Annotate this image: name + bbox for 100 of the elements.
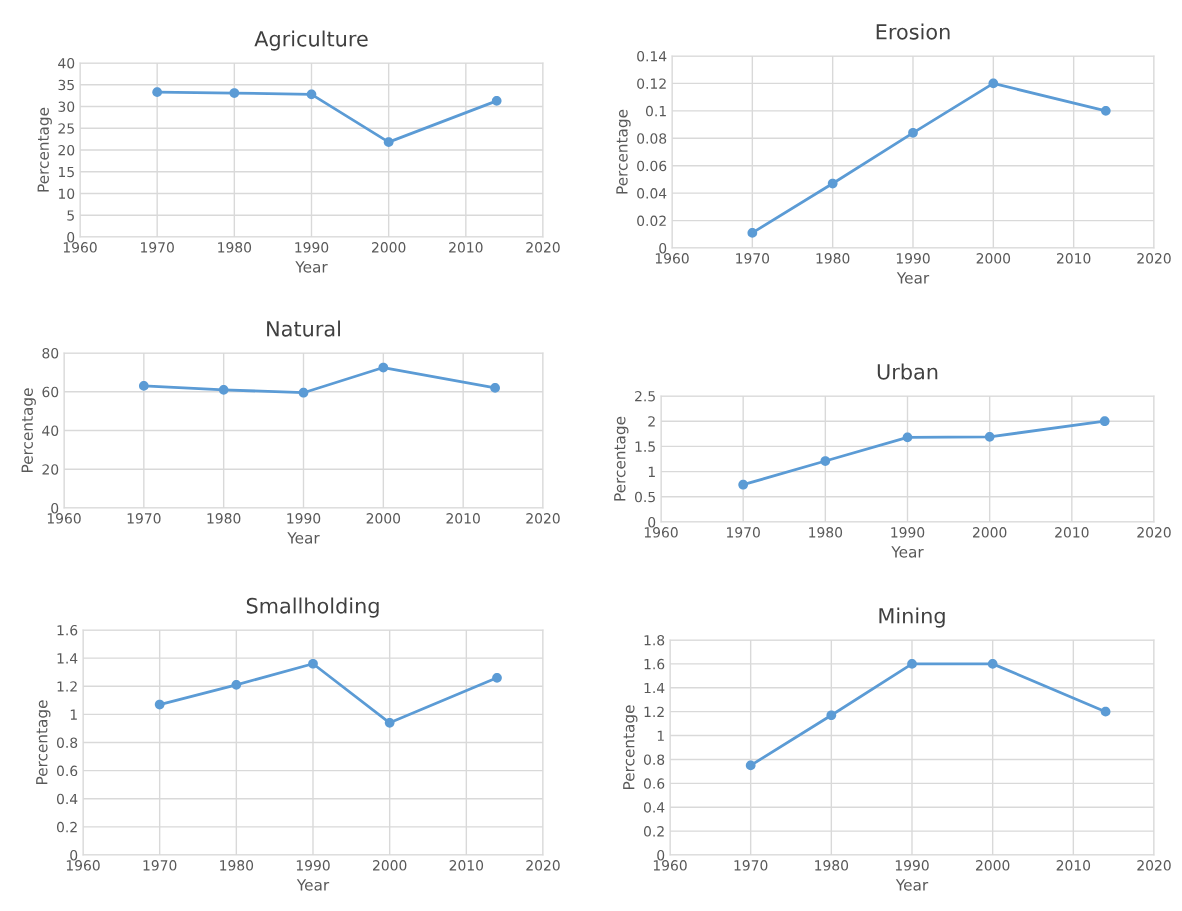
y-tick-label: 30 [58, 101, 75, 112]
y-axis-title: Percentage [616, 109, 631, 194]
y-tick-label: 1.2 [644, 706, 664, 717]
y-tick-label: 1.8 [644, 634, 665, 646]
y-tick-label: 0 [648, 516, 656, 528]
x-tick-label: 2010 [446, 513, 480, 524]
chart-title: Mining [879, 607, 945, 628]
y-tick-label: 1.6 [57, 624, 78, 636]
y-tick-label: 0.06 [637, 160, 667, 172]
x-axis-title: Year [295, 261, 328, 273]
y-tick-label: 0 [67, 231, 75, 243]
y-tick-label: 0.1 [645, 105, 666, 117]
y-tick-label: 0.12 [637, 78, 666, 89]
y-tick-label: 40 [42, 425, 59, 436]
y-tick-label: 1.5 [635, 441, 655, 452]
y-axis-title: Percentage [21, 388, 36, 472]
x-tick-label: 1980 [220, 860, 254, 871]
point [298, 387, 309, 398]
y-tick-label: 0.6 [56, 765, 78, 777]
y-tick-label: 0 [657, 849, 665, 861]
y-tick-label: 0.6 [643, 778, 665, 789]
x-tick-label: 2000 [372, 242, 406, 253]
y-tick-label: 0.4 [56, 793, 78, 805]
point [218, 384, 229, 395]
point [154, 699, 165, 710]
x-tick-label: 2010 [1056, 860, 1091, 871]
y-tick-label: 2.5 [635, 390, 655, 402]
point [907, 659, 917, 669]
y-tick-label: 0.2 [56, 821, 77, 833]
x-tick-label: 2000 [373, 860, 407, 871]
x-tick-label: 1970 [127, 513, 161, 524]
x-tick-label: 1990 [891, 527, 925, 538]
y-tick-label: 0.14 [637, 50, 667, 62]
x-axis-title: Year [896, 272, 930, 284]
x-tick-label: 1960 [655, 253, 689, 264]
y-tick-label: 20 [42, 464, 59, 475]
y-tick-label: 0 [659, 242, 667, 254]
x-tick-label: 1980 [809, 527, 843, 538]
y-tick-label: 0.08 [637, 133, 667, 144]
y-tick-label: 5 [67, 210, 74, 221]
x-tick-label: 2000 [976, 860, 1010, 871]
x-tick-label: 2010 [1055, 527, 1089, 538]
x-tick-label: 2010 [1057, 253, 1091, 264]
point [384, 717, 395, 728]
x-tick-label: 2020 [1137, 527, 1171, 538]
y-tick-label: 0 [51, 502, 59, 514]
point [1100, 706, 1111, 717]
chart-title: Natural [267, 320, 340, 337]
x-tick-label: 1980 [207, 513, 241, 524]
x-tick-label: 2010 [449, 860, 484, 871]
chart-title: Urban [877, 363, 938, 380]
x-tick-label: 2020 [526, 860, 560, 871]
y-tick-label: 25 [58, 123, 74, 134]
x-tick-label: 1960 [66, 860, 100, 871]
point [1099, 416, 1110, 427]
y-axis-title: Percentage [623, 705, 638, 789]
y-tick-label: 0 [70, 849, 78, 861]
y-tick-label: 1 [648, 466, 655, 477]
x-tick-label: 1990 [287, 513, 321, 524]
x-tick-label: 2000 [366, 513, 401, 524]
x-tick-label: 1990 [296, 860, 330, 871]
point [306, 89, 317, 100]
chart-title: Erosion [876, 23, 950, 40]
point [138, 381, 149, 391]
x-tick-label: 1970 [727, 527, 760, 538]
x-axis-title: Year [296, 879, 330, 891]
chart-title: Smallholding [246, 597, 379, 618]
x-tick-label: 1970 [143, 860, 177, 871]
x-tick-label: 2020 [1137, 253, 1171, 264]
y-tick-label: 1.4 [57, 653, 78, 664]
y-tick-label: 1.6 [644, 658, 665, 670]
x-tick-label: 1960 [47, 513, 81, 524]
point [492, 672, 502, 683]
x-tick-label: 1980 [218, 242, 252, 253]
x-tick-label: 1970 [141, 242, 174, 253]
x-axis-title: Year [287, 532, 320, 544]
y-tick-label: 10 [58, 188, 75, 199]
x-tick-label: 1980 [816, 253, 850, 264]
x-axis-title: Year [895, 879, 929, 891]
y-tick-label: 40 [58, 57, 75, 69]
x-tick-label: 2000 [976, 253, 1011, 264]
y-tick-label: 0.04 [637, 188, 667, 199]
x-tick-label: 1960 [644, 527, 678, 538]
point [826, 710, 837, 721]
y-axis-title: Percentage [37, 107, 52, 192]
y-tick-label: 1 [70, 709, 77, 720]
y-tick-label: 15 [58, 166, 74, 178]
x-tick-label: 1990 [896, 253, 930, 264]
y-axis-title: Percentage [614, 416, 629, 501]
y-tick-label: 0.8 [643, 754, 665, 765]
point [747, 228, 758, 238]
x-tick-label: 2000 [973, 527, 1007, 538]
x-tick-label: 2010 [449, 242, 483, 253]
y-tick-label: 1.2 [57, 681, 77, 692]
x-tick-label: 1960 [63, 242, 97, 253]
y-tick-label: 0.2 [643, 826, 664, 837]
y-tick-label: 2 [648, 416, 655, 427]
x-tick-label: 1970 [736, 253, 770, 264]
point [308, 658, 318, 669]
y-tick-label: 1.4 [644, 682, 665, 694]
